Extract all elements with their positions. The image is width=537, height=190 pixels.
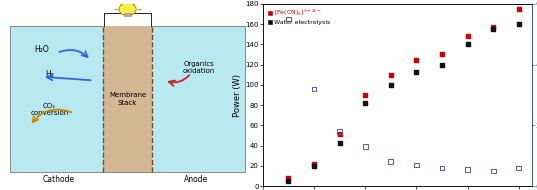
- Text: Organics
oxidation: Organics oxidation: [183, 61, 215, 74]
- Y-axis label: Power (W): Power (W): [233, 74, 242, 116]
- Point: [412, 58, 420, 61]
- Point: [412, 163, 420, 166]
- Point: [335, 132, 344, 135]
- Point: [463, 35, 472, 38]
- Circle shape: [119, 3, 136, 16]
- Text: Cathode: Cathode: [43, 175, 75, 184]
- Point: [463, 168, 472, 171]
- Point: [412, 70, 420, 73]
- Point: [310, 87, 318, 90]
- Point: [387, 83, 395, 86]
- Bar: [10, 26, 245, 172]
- Point: [335, 130, 344, 133]
- Point: [361, 145, 369, 148]
- Point: [284, 17, 293, 21]
- Point: [438, 63, 446, 66]
- Text: H₂: H₂: [45, 70, 54, 79]
- Point: [284, 177, 293, 180]
- Point: [310, 162, 318, 165]
- Point: [514, 7, 523, 10]
- Point: [387, 160, 395, 163]
- Point: [514, 23, 523, 26]
- Point: [361, 93, 369, 97]
- Point: [489, 28, 497, 31]
- Bar: [103, 26, 152, 172]
- Legend: $\mathregular{[Fe(CN)_6]^{3-/4-}}$, Water electrolysis: $\mathregular{[Fe(CN)_6]^{3-/4-}}$, Wate…: [266, 7, 331, 26]
- Point: [310, 164, 318, 167]
- Text: CO₂
conversion: CO₂ conversion: [30, 103, 69, 116]
- Point: [387, 73, 395, 76]
- Bar: [124, 13, 131, 16]
- Point: [438, 53, 446, 56]
- Text: Membrane
Stack: Membrane Stack: [109, 92, 146, 106]
- Point: [335, 141, 344, 144]
- Point: [361, 102, 369, 105]
- Text: Anode: Anode: [184, 175, 208, 184]
- Point: [489, 169, 497, 173]
- Point: [489, 26, 497, 29]
- Point: [463, 43, 472, 46]
- Point: [514, 166, 523, 169]
- Point: [438, 166, 446, 169]
- Text: H₂O: H₂O: [35, 45, 49, 54]
- Point: [284, 180, 293, 183]
